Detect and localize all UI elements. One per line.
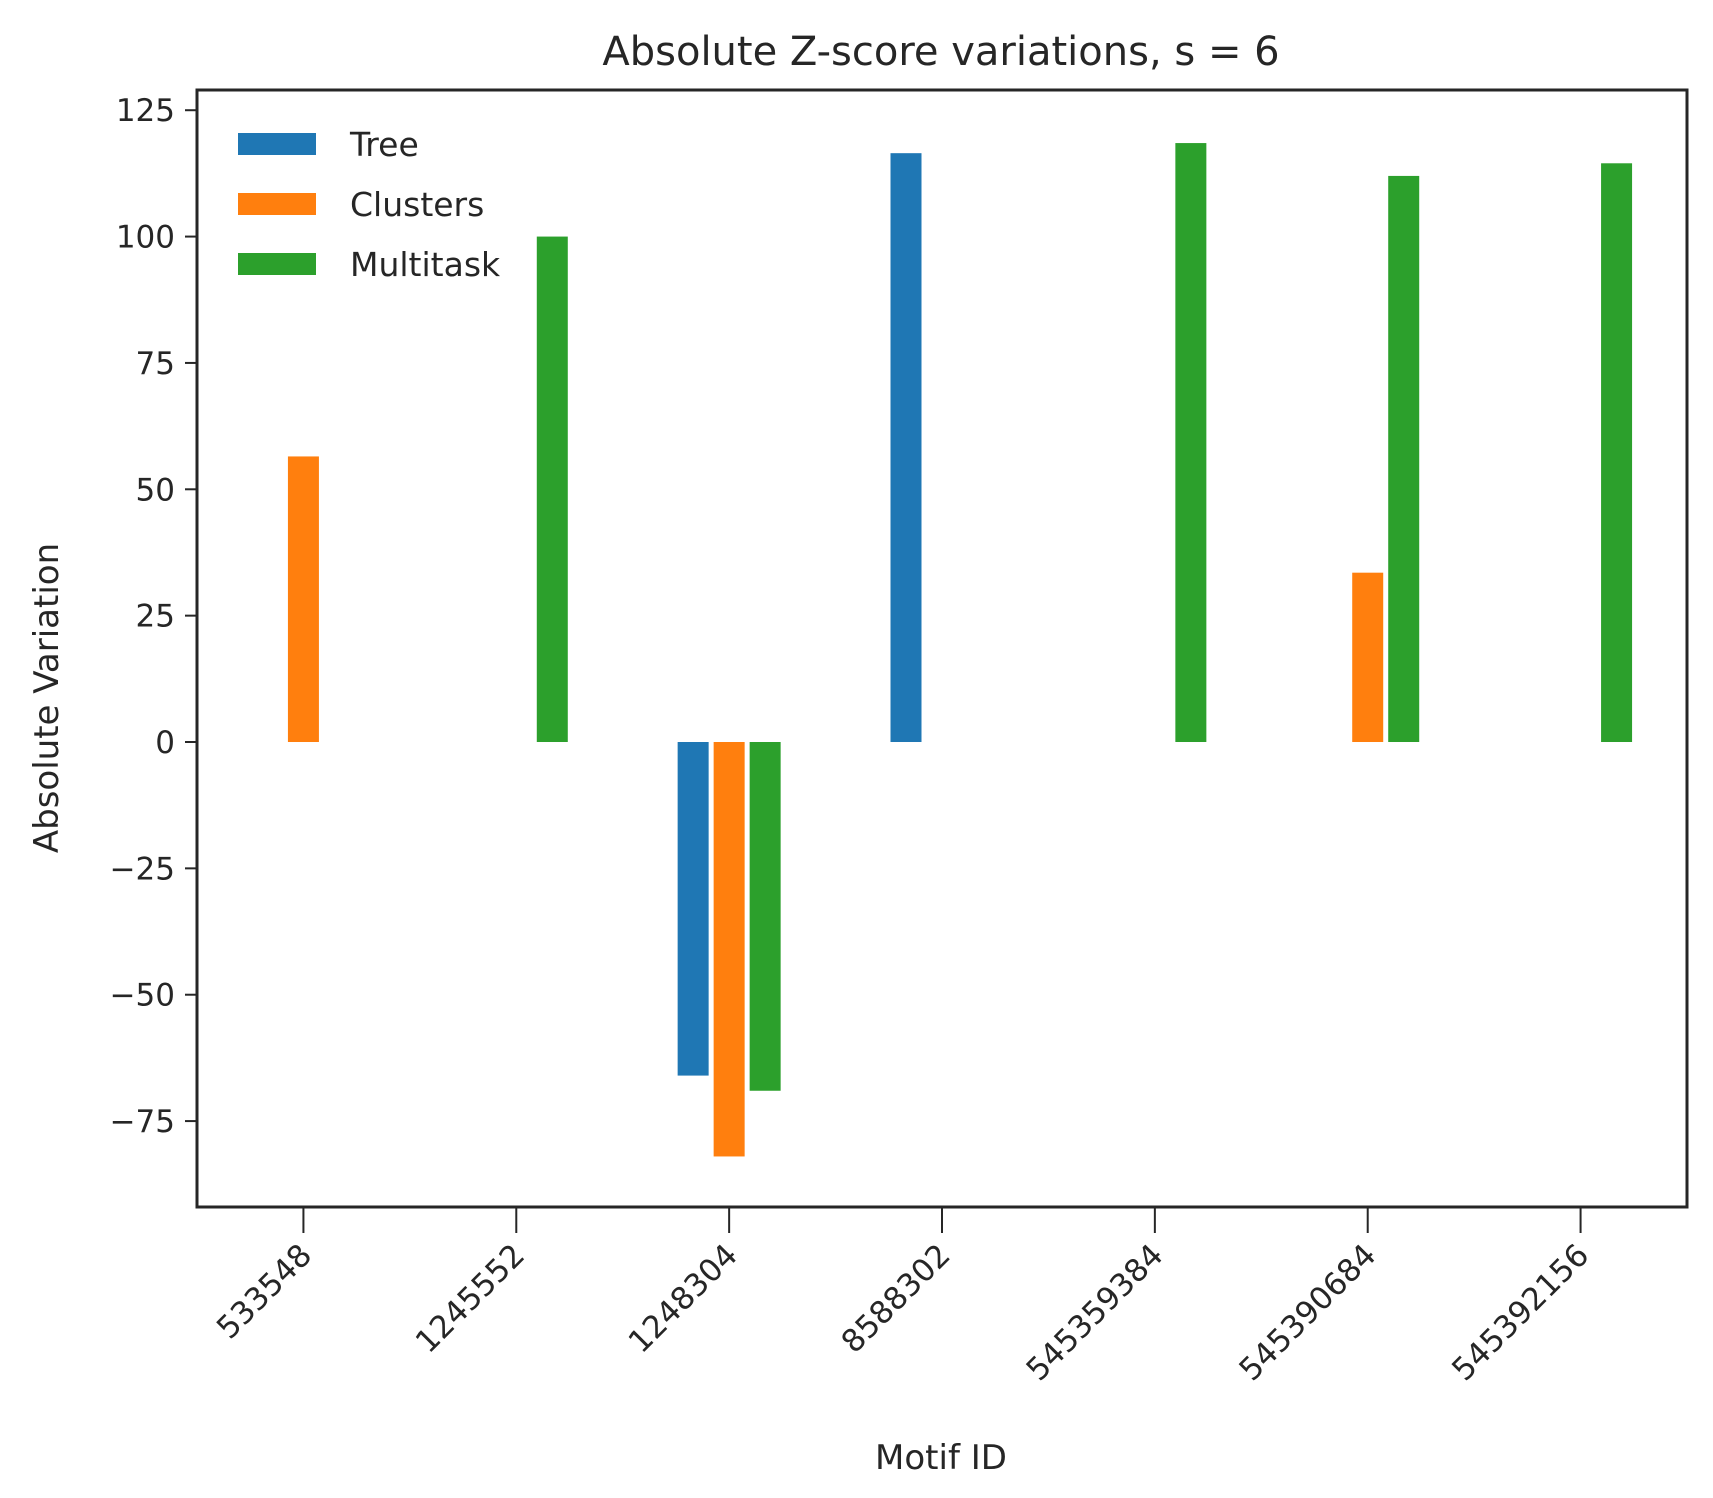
y-tick-label: 50 bbox=[136, 472, 175, 508]
bar-clusters-545390684 bbox=[1352, 572, 1384, 743]
y-tick-label: 25 bbox=[136, 599, 175, 635]
plot-frame bbox=[195, 88, 1689, 1209]
y-tick-label: −50 bbox=[110, 978, 175, 1014]
x-tick-label: 545359384 bbox=[1020, 1237, 1171, 1388]
y-tick-label: 0 bbox=[155, 725, 175, 761]
bar-multitask-1248304 bbox=[749, 742, 781, 1091]
y-tick-label: 125 bbox=[116, 93, 175, 129]
bar-multitask-545390684 bbox=[1388, 175, 1420, 743]
bar-multitask-545392156 bbox=[1601, 163, 1633, 743]
legend-label-multitask: Multitask bbox=[350, 245, 501, 284]
bar-clusters-1248304 bbox=[713, 742, 745, 1157]
x-tick-label: 545392156 bbox=[1445, 1237, 1596, 1388]
legend-swatch-tree bbox=[238, 133, 316, 155]
bar-multitask-545359384 bbox=[1175, 143, 1207, 743]
y-axis-label: Absolute Variation bbox=[27, 543, 67, 853]
y-tick-label: −25 bbox=[110, 851, 175, 887]
legend-swatch-clusters bbox=[238, 193, 316, 215]
x-tick-label: 533548 bbox=[210, 1237, 319, 1346]
x-axis-label: Motif ID bbox=[875, 1438, 1007, 1478]
x-tick-label: 8588302 bbox=[835, 1237, 958, 1360]
x-tick-label: 545390684 bbox=[1232, 1237, 1383, 1388]
bar-tree-8588302 bbox=[890, 153, 922, 743]
legend-label-tree: Tree bbox=[349, 125, 419, 164]
x-tick-label: 1248304 bbox=[622, 1237, 745, 1360]
legend-swatch-multitask bbox=[238, 253, 316, 275]
bars-layer bbox=[287, 143, 1633, 1157]
bar-tree-1248304 bbox=[677, 742, 709, 1076]
legend: Tree Clusters Multitask bbox=[238, 125, 501, 284]
y-tick-label: −75 bbox=[110, 1104, 175, 1140]
y-tick-label: 75 bbox=[136, 346, 175, 382]
chart-title: Absolute Z-score variations, s = 6 bbox=[602, 29, 1279, 75]
legend-label-clusters: Clusters bbox=[350, 185, 484, 224]
bar-multitask-1245552 bbox=[536, 236, 568, 743]
y-tick-label: 100 bbox=[116, 220, 175, 256]
x-tick-label: 1245552 bbox=[409, 1237, 532, 1360]
bar-clusters-533548 bbox=[287, 456, 319, 743]
